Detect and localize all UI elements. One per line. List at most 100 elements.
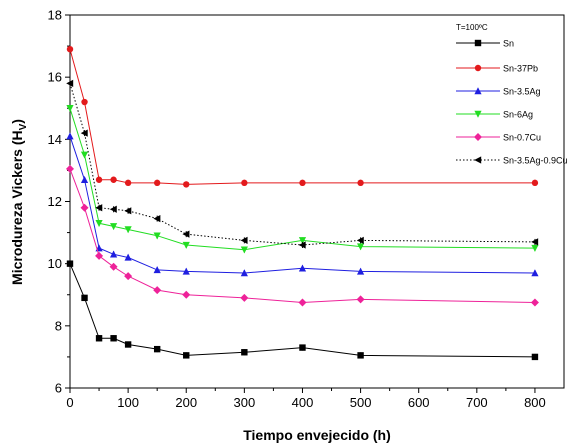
x-axis-title: Tiempo envejecido (h) bbox=[243, 427, 391, 443]
data-point bbox=[182, 290, 191, 299]
data-point bbox=[95, 204, 103, 212]
data-point bbox=[530, 298, 539, 307]
legend-marker bbox=[474, 110, 482, 118]
y-tick-label: 10 bbox=[48, 256, 62, 271]
data-point bbox=[124, 207, 132, 215]
x-tick-label: 0 bbox=[66, 395, 73, 410]
data-point bbox=[153, 179, 161, 187]
legend-entry: Sn-6Ag bbox=[456, 110, 533, 120]
legend-label: Sn-3.5Ag-0.9Cu bbox=[503, 156, 568, 166]
y-axis-title-main: Microdureza Vickers (H bbox=[9, 130, 25, 285]
data-point bbox=[81, 98, 88, 106]
data-point bbox=[531, 353, 539, 361]
series-line bbox=[69, 83, 535, 246]
series-line bbox=[69, 263, 535, 358]
data-point bbox=[240, 246, 248, 254]
data-point bbox=[241, 349, 248, 356]
legend-marker bbox=[474, 133, 482, 141]
data-point bbox=[81, 294, 88, 302]
legend-marker bbox=[474, 156, 482, 164]
x-tick-label: 300 bbox=[234, 395, 256, 410]
legend-entry: Sn-3.5Ag-0.9Cu bbox=[456, 156, 568, 166]
data-point bbox=[124, 179, 132, 187]
data-point bbox=[531, 244, 539, 252]
legend-label: Sn bbox=[503, 39, 514, 49]
legend: Sn Sn-37Pb Sn-3.5Ag Sn-6Ag Sn-0.7Cu Sn-3.5Ag-… bbox=[456, 39, 568, 166]
data-point bbox=[153, 345, 161, 353]
data-point bbox=[241, 179, 248, 187]
data-point bbox=[182, 267, 190, 275]
data-point bbox=[110, 335, 117, 342]
series-Sn-3.5Ag-0.9Cu bbox=[66, 79, 539, 249]
data-point bbox=[299, 179, 306, 187]
x-tick-label: 700 bbox=[466, 395, 488, 410]
data-point bbox=[298, 264, 307, 272]
data-point bbox=[95, 251, 104, 260]
series-layer bbox=[66, 45, 539, 361]
x-tick-label: 400 bbox=[292, 395, 314, 410]
plot-frame bbox=[69, 14, 565, 389]
data-point bbox=[66, 45, 74, 53]
y-axis: 6 8 10 12 14 16 18 bbox=[48, 8, 70, 396]
data-point bbox=[66, 105, 74, 113]
data-point bbox=[298, 241, 306, 249]
data-point bbox=[183, 352, 190, 359]
y-axis-title-close: ) bbox=[9, 119, 25, 124]
x-tick-label: 800 bbox=[524, 395, 546, 410]
x-tick-label: 100 bbox=[117, 395, 139, 410]
data-point bbox=[124, 226, 132, 234]
data-point bbox=[356, 236, 364, 244]
data-point bbox=[153, 266, 161, 274]
data-point bbox=[240, 293, 249, 302]
y-axis-title-subscript: V bbox=[18, 123, 29, 130]
y-tick-label: 6 bbox=[55, 381, 62, 396]
legend-entry: Sn-0.7Cu bbox=[456, 133, 541, 143]
series-line bbox=[69, 108, 535, 251]
data-point bbox=[124, 253, 132, 261]
data-point bbox=[182, 230, 190, 238]
data-point bbox=[183, 181, 190, 188]
legend-marker bbox=[474, 64, 482, 72]
data-point bbox=[80, 129, 88, 137]
series-line bbox=[69, 49, 535, 185]
y-tick-label: 12 bbox=[48, 194, 62, 209]
data-point bbox=[109, 262, 118, 271]
legend-label: Sn-0.7Cu bbox=[503, 133, 541, 143]
series-Sn bbox=[66, 260, 539, 361]
data-point bbox=[153, 214, 161, 223]
x-tick-label: 600 bbox=[408, 395, 430, 410]
data-point bbox=[80, 151, 89, 159]
data-point bbox=[66, 79, 74, 87]
series-Sn-37Pb bbox=[66, 45, 539, 188]
y-tick-label: 18 bbox=[48, 8, 62, 23]
data-point bbox=[356, 267, 365, 275]
series-Sn-3.5Ag bbox=[66, 132, 539, 277]
data-point bbox=[66, 164, 74, 173]
data-point bbox=[531, 179, 539, 187]
y-axis-title: Microdureza Vickers (HV) bbox=[9, 119, 29, 285]
data-point bbox=[95, 220, 103, 228]
data-point bbox=[182, 241, 190, 249]
data-point bbox=[124, 341, 132, 348]
data-point bbox=[66, 132, 74, 140]
legend-entry: Sn-3.5Ag bbox=[456, 87, 541, 97]
data-point bbox=[299, 344, 306, 351]
series-line bbox=[69, 168, 535, 304]
data-point bbox=[95, 335, 103, 342]
data-point bbox=[240, 236, 248, 244]
y-tick-label: 16 bbox=[48, 70, 62, 85]
temperature-annotation: T=100ºC bbox=[456, 23, 488, 32]
x-axis: 0 100 200 300 400 500 600 700 800 bbox=[66, 388, 546, 410]
data-point bbox=[153, 286, 162, 295]
data-point bbox=[109, 205, 117, 213]
legend-label: Sn-6Ag bbox=[503, 110, 533, 120]
data-point bbox=[80, 175, 89, 183]
data-point bbox=[109, 250, 118, 258]
data-point bbox=[66, 260, 74, 267]
series-line bbox=[69, 136, 535, 274]
series-Sn-0.7Cu bbox=[66, 164, 539, 307]
legend-marker bbox=[474, 39, 482, 47]
x-tick-label: 500 bbox=[350, 395, 372, 410]
data-point bbox=[153, 232, 161, 240]
